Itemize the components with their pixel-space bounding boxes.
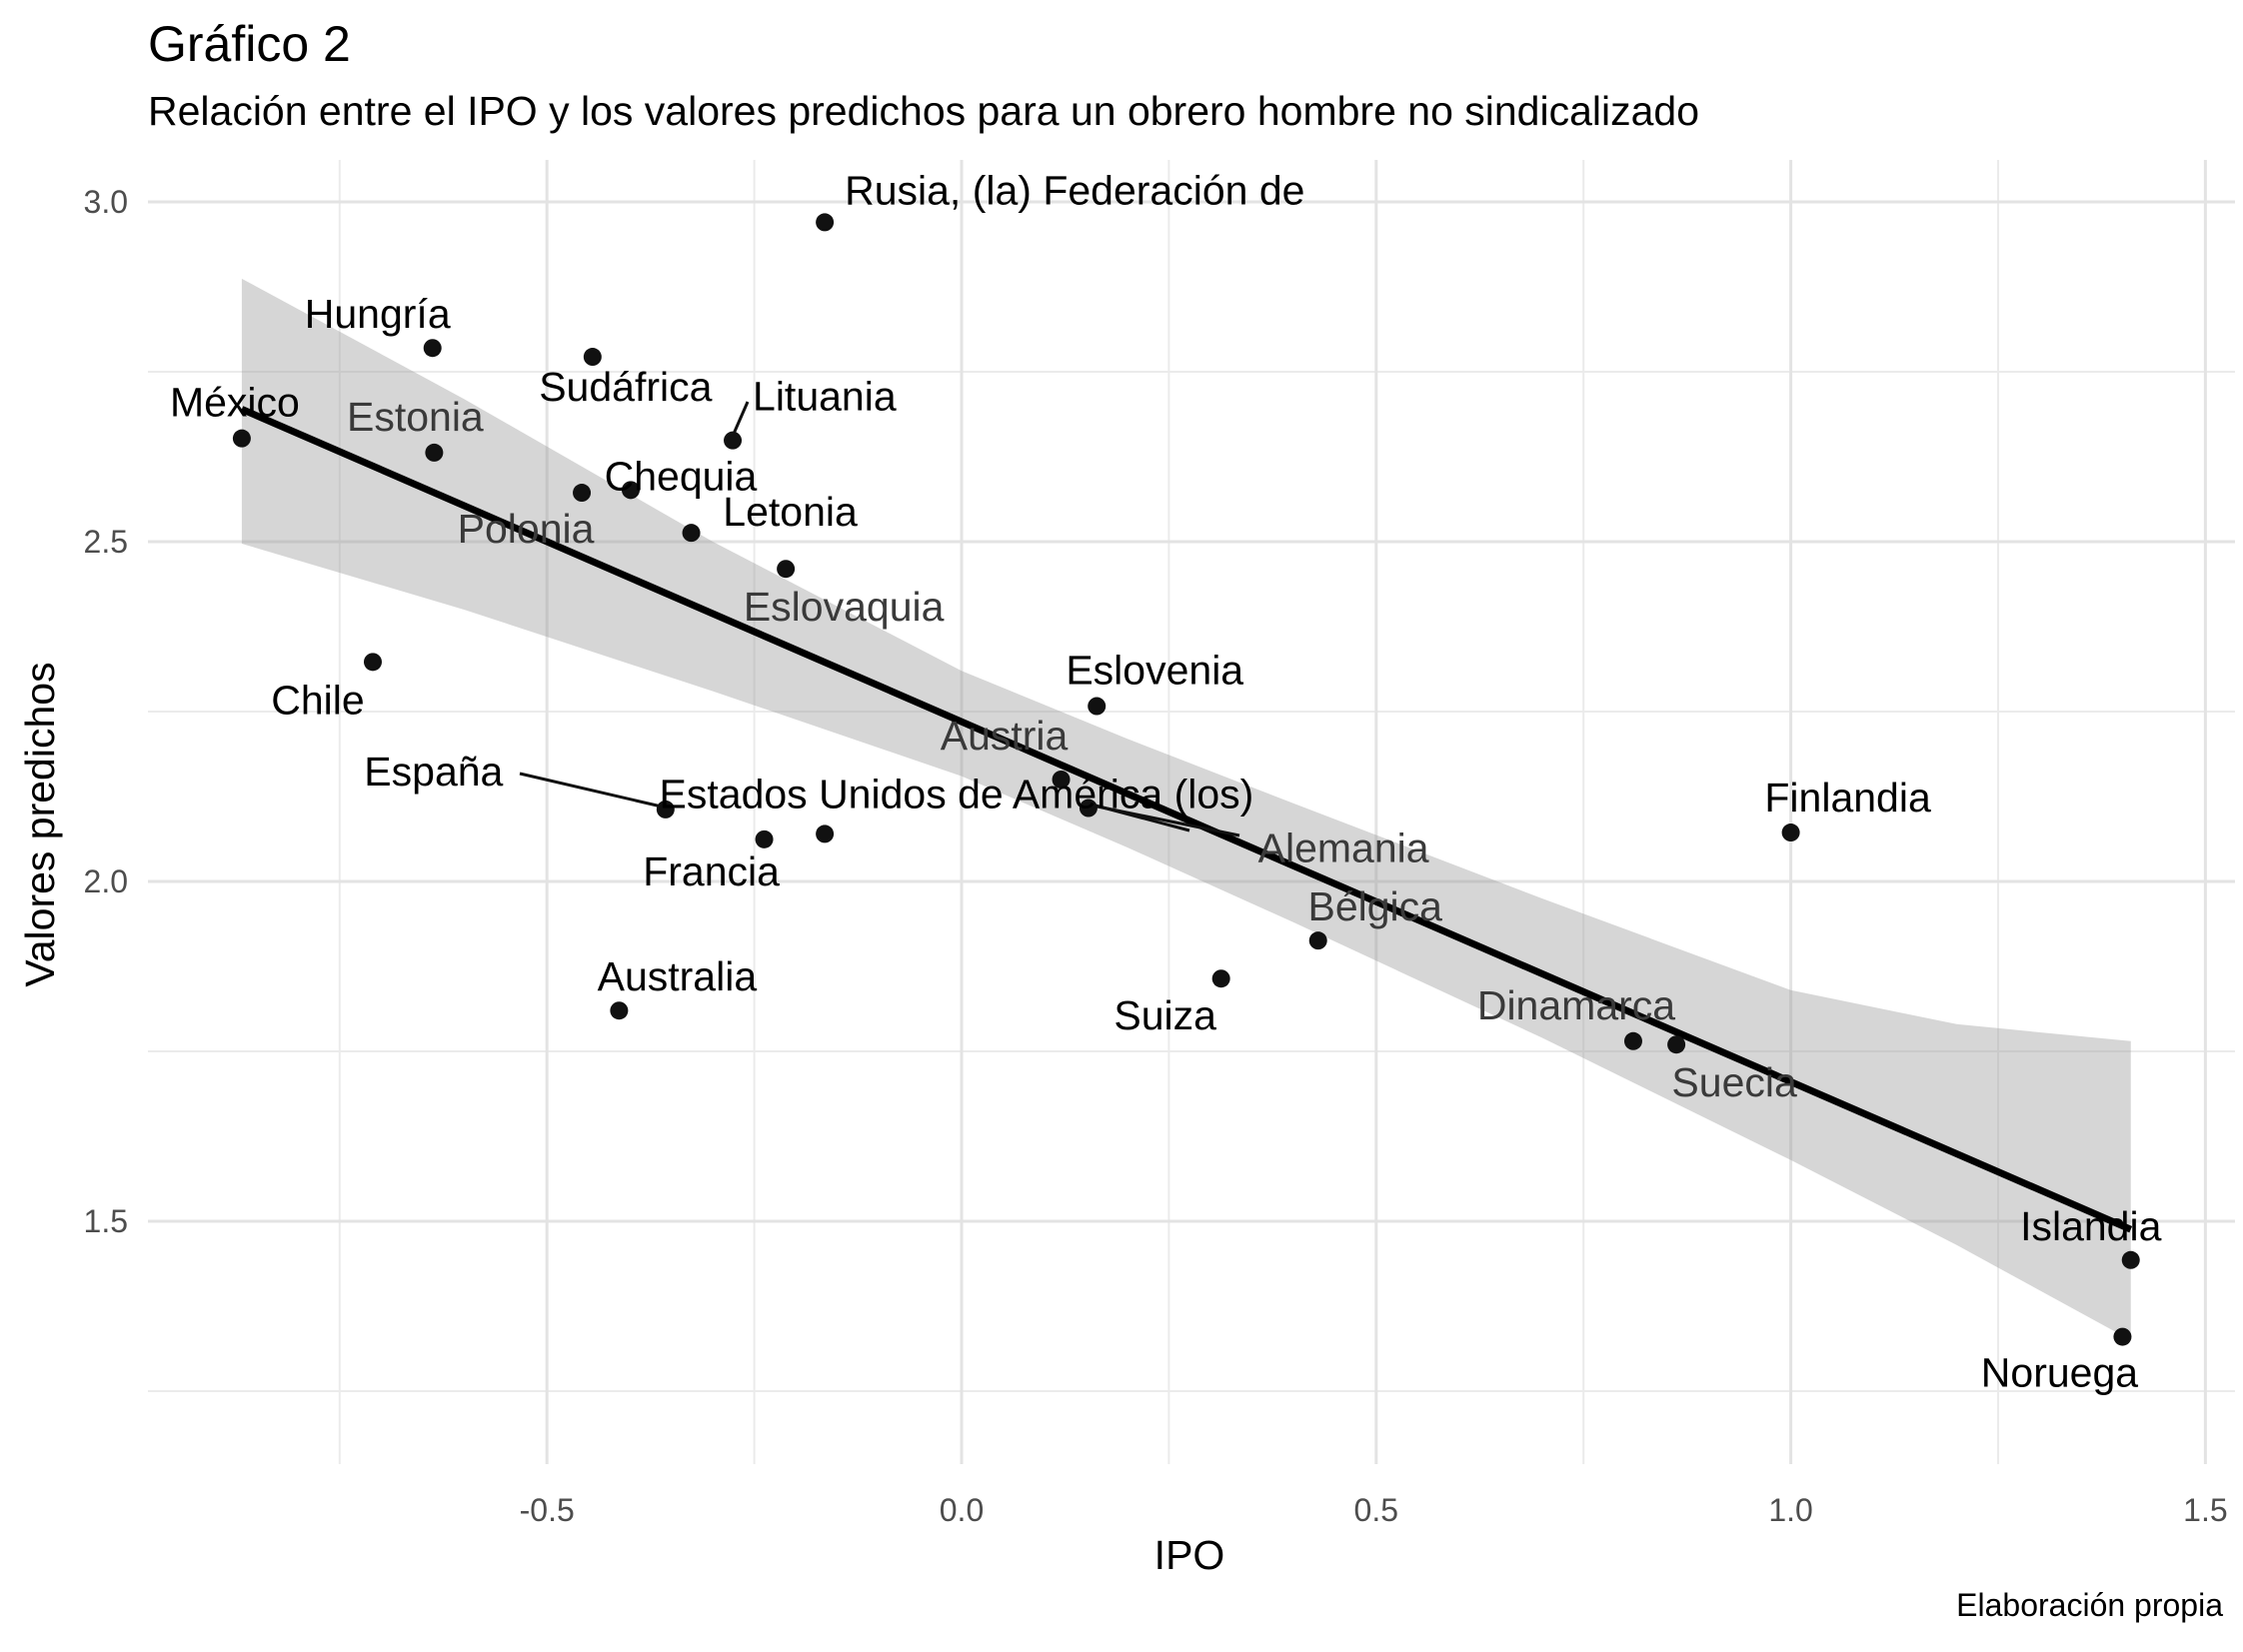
chart-subtitle: Relación entre el IPO y los valores pred… [148, 88, 1700, 134]
point-labels: Rusia, (la) Federación de Hungría Sudáfric… [170, 167, 2162, 1395]
x-tick-label: 0.0 [940, 1492, 984, 1528]
label-suiza: Suiza [1114, 992, 1216, 1038]
point-eslovaquia [777, 560, 796, 579]
point-francia [755, 829, 774, 848]
x-tick-label: 1.5 [2183, 1492, 2227, 1528]
label-letonia: Letonia [723, 489, 858, 535]
y-tick-label: 2.5 [84, 524, 128, 560]
x-axis-title: IPO [1154, 1532, 1225, 1578]
point-austria [1052, 771, 1071, 789]
leader-lines [519, 401, 1240, 837]
x-tick-label: 1.0 [1768, 1492, 1812, 1528]
label-hungria: Hungría [305, 291, 451, 337]
point-eslovenia [1088, 697, 1107, 716]
point-suecia [1667, 1035, 1686, 1054]
x-tick-label: -0.5 [520, 1492, 575, 1528]
fit-line [240, 406, 2133, 1233]
y-tick-label: 1.5 [84, 1203, 128, 1239]
label-eslovenia: Eslovenia [1066, 648, 1243, 694]
fit-line-layer [240, 406, 2133, 1233]
point-letonia [682, 524, 701, 543]
point-estados-unidos-de-america-los [1079, 799, 1098, 818]
point-alemania [816, 825, 835, 843]
label-estonia: Estonia [347, 394, 484, 440]
label-sudafrica: Sudáfrica [539, 364, 712, 410]
leader-espana [519, 772, 667, 810]
label-polonia: Polonia [458, 506, 595, 552]
label-mexico: México [170, 380, 300, 426]
label-espana: España [364, 749, 503, 795]
point-belgica [1308, 931, 1327, 950]
y-axis-ticks: 1.5 2.0 2.5 3.0 [84, 184, 128, 1239]
point-estonia [425, 443, 444, 462]
point-chequia [621, 481, 640, 500]
point-rusia-la-federacion-de [816, 213, 835, 232]
y-tick-label: 2.0 [84, 863, 128, 899]
x-axis-ticks: -0.5 0.0 0.5 1.0 1.5 [520, 1492, 2228, 1528]
label-suecia: Suecia [1671, 1059, 1797, 1105]
label-estados-unidos-de-america-los: Estados Unidos de América (los) [660, 772, 1254, 818]
point-australia [610, 1001, 629, 1020]
minor-grid [148, 160, 2235, 1464]
point-islandia [2121, 1250, 2140, 1269]
point-finlandia [1781, 824, 1800, 842]
point-noruega [2113, 1327, 2132, 1346]
x-tick-label: 0.5 [1354, 1492, 1398, 1528]
point-chile [363, 653, 382, 672]
leader-alemania [1092, 804, 1240, 837]
point-hungria [423, 339, 442, 358]
label-chequia: Chequia [605, 453, 758, 499]
label-dinamarca: Dinamarca [1477, 982, 1675, 1028]
data-points [232, 213, 2140, 1346]
point-espana [656, 800, 675, 819]
label-chile: Chile [271, 677, 364, 723]
major-grid [148, 160, 2235, 1464]
confidence-band-layer [241, 278, 2131, 1341]
label-lituania: Lituania [753, 374, 897, 420]
point-sudafrica [583, 348, 602, 367]
label-australia: Australia [598, 953, 758, 999]
point-mexico [232, 429, 251, 448]
y-axis-title: Valores predichos [17, 662, 63, 986]
point-lituania [724, 431, 743, 450]
confidence-band [241, 278, 2131, 1341]
chart-title: Gráfico 2 [148, 16, 351, 72]
y-tick-label: 3.0 [84, 184, 128, 220]
point-dinamarca [1623, 1031, 1642, 1050]
leader-lituania [732, 401, 750, 435]
label-finlandia: Finlandia [1764, 775, 1931, 821]
point-polonia [573, 484, 592, 503]
label-belgica: Bélgica [1307, 883, 1442, 929]
label-islandia: Islandia [2020, 1203, 2162, 1249]
label-rusia-la-federacion-de: Rusia, (la) Federación de [845, 167, 1304, 213]
label-eslovaquia: Eslovaquia [744, 584, 945, 630]
label-alemania: Alemania [1258, 825, 1429, 870]
chart-caption: Elaboración propia [1956, 1587, 2223, 1623]
label-austria: Austria [941, 713, 1069, 759]
label-noruega: Noruega [1981, 1350, 2138, 1396]
point-suiza [1211, 969, 1230, 988]
label-francia: Francia [643, 848, 780, 894]
